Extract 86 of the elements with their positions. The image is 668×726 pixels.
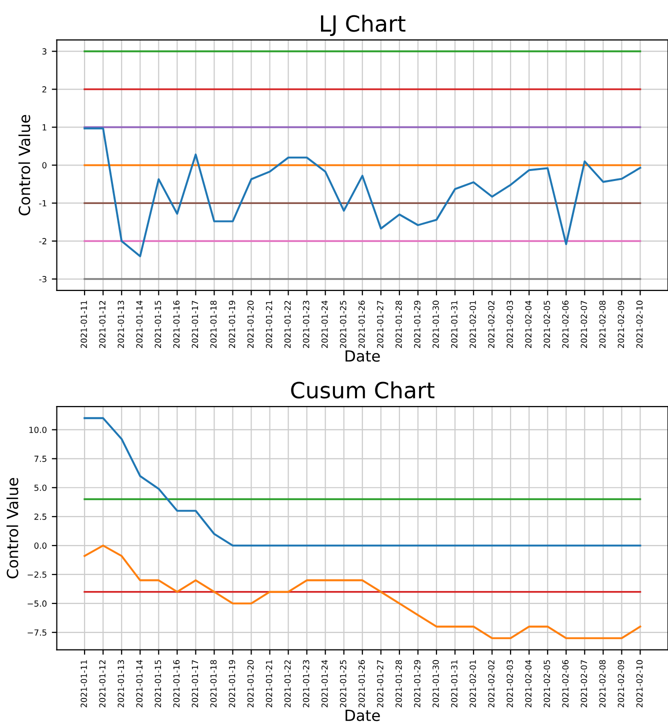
x-tick-label: 2021-01-30: [432, 660, 439, 708]
x-tick-label: 2021-01-23: [302, 300, 310, 348]
y-tick-label: 2: [42, 86, 46, 92]
x-tick-label: 2021-01-17: [192, 660, 198, 708]
y-tick-label: 10.0: [29, 426, 47, 434]
y-tick-label: 0.0: [34, 542, 47, 549]
y-tick-label: 0: [42, 162, 47, 168]
y-tick-label: -1: [39, 200, 46, 206]
x-tick-label: 2021-02-04: [525, 300, 532, 348]
x-tick-label: 2021-01-24: [321, 660, 328, 708]
x-tick-label: 2021-01-21: [266, 300, 272, 348]
x-tick-label: 2021-01-20: [247, 300, 254, 348]
x-tick-label: 2021-01-31: [451, 660, 458, 708]
y-tick-label: −5.0: [28, 600, 47, 607]
x-tick-label: 2021-01-31: [451, 300, 458, 348]
line-series: [84, 417, 642, 547]
x-tick-label: 2021-01-11: [80, 300, 87, 348]
y-tick-label: 1: [42, 124, 46, 130]
x-tick-label: 2021-02-10: [636, 660, 643, 708]
x-tick-label: 2021-01-21: [266, 660, 272, 708]
x-tick-label: 2021-02-02: [488, 660, 494, 708]
x-tick-label: 2021-02-03: [506, 660, 513, 708]
chart-title: Cusum Chart: [291, 381, 434, 399]
x-tick-label: 2021-01-27: [377, 300, 384, 348]
x-tick-label: 2021-02-08: [599, 660, 606, 708]
y-tick-label: -3: [39, 276, 46, 282]
x-tick-label: 2021-01-24: [321, 300, 328, 348]
x-tick-label: 2021-01-15: [154, 660, 162, 708]
y-tick-label: 3: [42, 48, 46, 55]
x-tick-label: 2021-01-27: [377, 660, 384, 708]
x-tick-label: 2021-01-19: [228, 660, 236, 708]
y-tick-label: −2.5: [28, 571, 46, 578]
x-tick-label: 2021-02-06: [562, 660, 569, 708]
y-axis-title: Control Value: [6, 478, 18, 578]
x-tick-label: 2021-01-11: [80, 660, 87, 708]
x-tick-label: 2021-01-15: [154, 300, 162, 348]
x-axis-title: Date: [346, 710, 380, 722]
x-tick-label: 2021-02-02: [488, 300, 494, 348]
x-tick-label: 2021-01-22: [284, 660, 291, 708]
x-tick-label: 2021-02-03: [506, 300, 513, 348]
x-tick-label: 2021-01-23: [302, 660, 310, 708]
x-tick-label: 2021-02-08: [599, 300, 606, 348]
y-tick-label: 5.0: [34, 484, 47, 491]
x-tick-label: 2021-01-16: [173, 300, 180, 348]
x-tick-label: 2021-01-29: [414, 300, 420, 348]
x-tick-label: 2021-02-09: [618, 660, 624, 708]
x-tick-label: 2021-02-07: [580, 300, 588, 348]
line-series: [84, 544, 642, 640]
x-tick-label: 2021-01-22: [284, 300, 291, 348]
x-tick-label: 2021-01-18: [210, 300, 217, 348]
x-tick-label: 2021-01-28: [396, 660, 402, 708]
x-tick-label: 2021-01-13: [118, 660, 124, 708]
x-tick-label: 2021-02-01: [470, 660, 476, 708]
y-tick-label: 2.5: [34, 514, 46, 520]
chart-title: LJ Chart: [321, 14, 406, 36]
x-tick-label: 2021-01-26: [358, 300, 365, 348]
x-tick-label: 2021-02-09: [618, 300, 624, 348]
x-axis-title: Date: [346, 350, 380, 362]
x-tick-label: 2021-01-20: [247, 660, 254, 708]
x-tick-label: 2021-01-28: [396, 300, 402, 348]
x-tick-label: 2021-01-18: [210, 660, 217, 708]
x-tick-label: 2021-01-16: [173, 660, 180, 708]
x-tick-label: 2021-01-19: [228, 300, 236, 348]
x-tick-label: 2021-02-05: [544, 300, 550, 348]
x-tick-label: 2021-01-25: [340, 300, 346, 348]
x-tick-label: 2021-02-04: [525, 660, 532, 708]
x-tick-label: 2021-01-14: [136, 300, 143, 348]
x-tick-label: 2021-02-05: [544, 660, 550, 708]
x-tick-label: 2021-01-12: [99, 660, 106, 708]
x-tick-label: 2021-01-29: [414, 660, 420, 708]
x-tick-label: 2021-02-07: [580, 660, 588, 708]
x-tick-label: 2021-02-01: [470, 300, 476, 348]
y-tick-label: −7.5: [28, 629, 46, 636]
x-tick-label: 2021-01-30: [432, 300, 439, 348]
x-tick-label: 2021-01-13: [118, 300, 124, 348]
x-tick-label: 2021-01-17: [192, 300, 198, 348]
x-tick-label: 2021-01-12: [99, 300, 106, 348]
x-tick-label: 2021-02-06: [562, 300, 569, 348]
y-tick-label: 7.5: [34, 456, 46, 462]
x-tick-label: 2021-01-14: [136, 660, 143, 708]
x-tick-label: 2021-01-25: [340, 660, 346, 708]
y-tick-label: -2: [39, 238, 46, 244]
x-tick-label: 2021-02-10: [636, 300, 643, 348]
x-tick-label: 2021-01-26: [358, 660, 365, 708]
y-axis-title: Control Value: [18, 114, 30, 216]
line-series: [84, 127, 642, 258]
